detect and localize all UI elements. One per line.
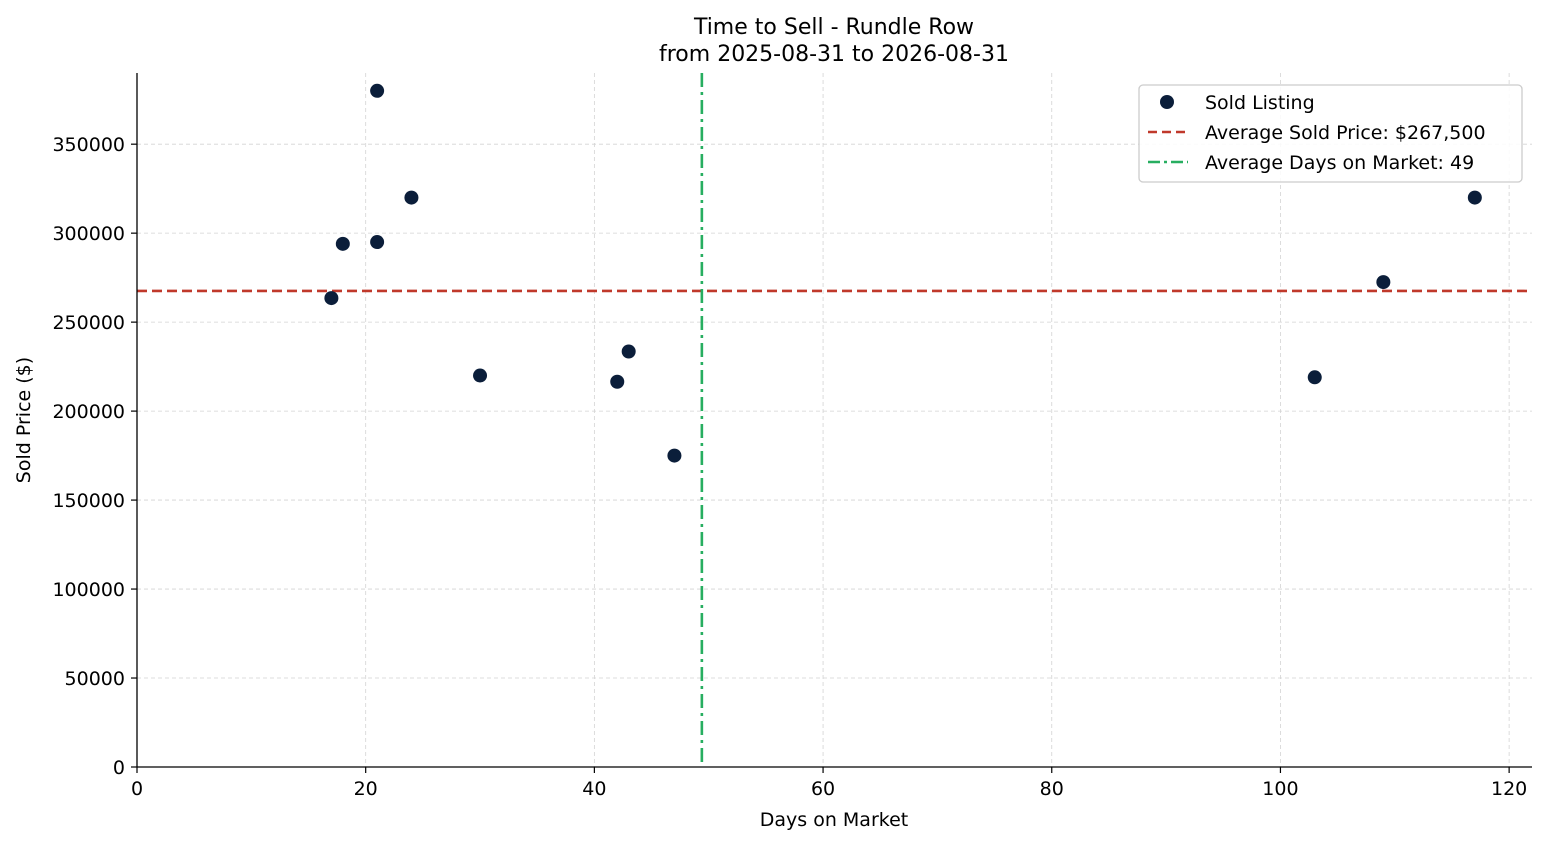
y-tick-label: 300000 xyxy=(52,223,125,245)
data-point xyxy=(473,368,488,383)
data-point xyxy=(1376,275,1391,290)
data-point xyxy=(370,83,385,98)
legend-label-sold-listing: Sold Listing xyxy=(1205,92,1315,114)
y-tick-label: 200000 xyxy=(52,401,125,423)
legend-label-average-days-on-market: Average Days on Market: 49 xyxy=(1205,152,1474,174)
x-tick-label: 60 xyxy=(811,778,835,800)
data-point xyxy=(335,236,350,251)
data-point xyxy=(621,344,636,359)
data-point xyxy=(324,291,339,306)
chart-title: Time to Sell - Rundle Row xyxy=(693,15,974,40)
x-tick-label: 0 xyxy=(131,778,143,800)
x-tick-label: 120 xyxy=(1491,778,1527,800)
axes xyxy=(136,73,1532,768)
x-tick-label: 100 xyxy=(1262,778,1298,800)
data-point xyxy=(1307,370,1322,385)
y-tick-label: 0 xyxy=(113,757,125,779)
data-point xyxy=(1467,190,1482,205)
chart-subtitle: from 2025-08-31 to 2026-08-31 xyxy=(659,42,1009,67)
legend-marker-sold-listing xyxy=(1160,95,1174,109)
y-tick-label: 150000 xyxy=(52,490,125,512)
data-point xyxy=(667,448,682,463)
scatter-points xyxy=(324,83,1482,463)
x-tick-label: 20 xyxy=(354,778,378,800)
data-point xyxy=(610,374,625,389)
x-tick-label: 40 xyxy=(582,778,606,800)
reference-lines xyxy=(137,73,1532,767)
legend: Sold Listing Average Sold Price: $267,50… xyxy=(1138,84,1523,183)
y-tick-label: 100000 xyxy=(52,579,125,601)
y-tick-label: 50000 xyxy=(65,668,125,690)
y-axis-label: Sold Price ($) xyxy=(13,357,35,483)
data-point xyxy=(370,235,385,250)
y-tick-label: 350000 xyxy=(52,134,125,156)
x-tick-label: 80 xyxy=(1040,778,1064,800)
legend-box xyxy=(1138,84,1523,183)
x-axis-ticks: 0 20 40 60 80 100 120 xyxy=(131,767,1527,800)
data-point xyxy=(404,190,419,205)
legend-label-average-sold-price: Average Sold Price: $267,500 xyxy=(1205,122,1486,144)
x-axis-label: Days on Market xyxy=(760,809,908,831)
y-tick-label: 250000 xyxy=(52,312,125,334)
y-axis-ticks: 0 50000 100000 150000 200000 250000 300000 3500… xyxy=(52,134,137,779)
